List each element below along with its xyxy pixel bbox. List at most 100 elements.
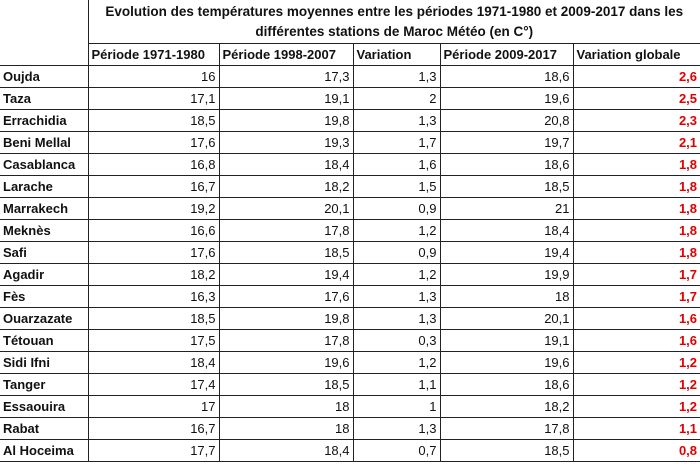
value-cell: 17,8 bbox=[218, 329, 354, 352]
value-cell: 17 bbox=[87, 395, 220, 418]
column-header: Variation globale bbox=[572, 43, 700, 66]
value-cell: 19,1 bbox=[218, 87, 354, 110]
station-name: Larache bbox=[0, 175, 89, 198]
value-cell: 19,3 bbox=[218, 131, 354, 154]
station-name: Essaouira bbox=[0, 395, 89, 418]
value-cell: 1,2 bbox=[352, 351, 441, 374]
value-cell: 16,7 bbox=[87, 175, 220, 198]
value-cell: 18,6 bbox=[439, 153, 574, 176]
value-cell: 18,4 bbox=[218, 153, 354, 176]
column-header: Période 2009-2017 bbox=[439, 43, 574, 66]
global-variation-cell: 1,7 bbox=[572, 263, 700, 286]
global-variation-cell: 1,8 bbox=[572, 219, 700, 242]
value-cell: 1 bbox=[352, 395, 441, 418]
table-row: Marrakech 19,2 20,1 0,9 21 1,8 bbox=[0, 197, 700, 220]
value-cell: 16,6 bbox=[87, 219, 220, 242]
table-row: Sidi Ifni 18,4 19,6 1,2 19,6 1,2 bbox=[0, 351, 700, 374]
value-cell: 18,6 bbox=[439, 373, 574, 396]
column-header: Période 1971-1980 bbox=[87, 43, 220, 66]
value-cell: 18,5 bbox=[439, 175, 574, 198]
value-cell: 0,9 bbox=[352, 197, 441, 220]
value-cell: 17,6 bbox=[87, 241, 220, 264]
value-cell: 17,8 bbox=[439, 417, 574, 440]
station-name: Taza bbox=[0, 87, 89, 110]
value-cell: 19,6 bbox=[439, 87, 574, 110]
value-cell: 1,2 bbox=[352, 263, 441, 286]
global-variation-cell: 1,2 bbox=[572, 395, 700, 418]
station-name: Beni Mellal bbox=[0, 131, 89, 154]
station-name: Errachidia bbox=[0, 109, 89, 132]
global-variation-cell: 0,8 bbox=[572, 439, 700, 462]
global-variation-cell: 1,7 bbox=[572, 285, 700, 308]
value-cell: 18,5 bbox=[218, 241, 354, 264]
table-row: Agadir 18,2 19,4 1,2 19,9 1,7 bbox=[0, 263, 700, 286]
value-cell: 18,4 bbox=[439, 219, 574, 242]
value-cell: 18,2 bbox=[87, 263, 220, 286]
value-cell: 19,1 bbox=[439, 329, 574, 352]
table-row: Casablanca 16,8 18,4 1,6 18,6 1,8 bbox=[0, 153, 700, 176]
table-row: Errachidia 18,5 19,8 1,3 20,8 2,3 bbox=[0, 109, 700, 132]
value-cell: 19,6 bbox=[439, 351, 574, 374]
table-row: Taza 17,1 19,1 2 19,6 2,5 bbox=[0, 87, 700, 110]
value-cell: 18,5 bbox=[439, 439, 574, 462]
column-header: Période 1998-2007 bbox=[218, 43, 354, 66]
station-name: Meknès bbox=[0, 219, 89, 242]
value-cell: 17,8 bbox=[218, 219, 354, 242]
value-cell: 1,3 bbox=[352, 307, 441, 330]
value-cell: 18 bbox=[218, 395, 354, 418]
station-name: Marrakech bbox=[0, 197, 89, 220]
value-cell: 18 bbox=[218, 417, 354, 440]
station-name: Agadir bbox=[0, 263, 89, 286]
value-cell: 1,3 bbox=[352, 417, 441, 440]
value-cell: 19,6 bbox=[218, 351, 354, 374]
value-cell: 18,2 bbox=[439, 395, 574, 418]
station-name: Safi bbox=[0, 241, 89, 264]
value-cell: 1,3 bbox=[352, 285, 441, 308]
global-variation-cell: 2,1 bbox=[572, 131, 700, 154]
corner-cell bbox=[0, 0, 88, 44]
value-cell: 18,5 bbox=[87, 307, 220, 330]
value-cell: 18,5 bbox=[218, 373, 354, 396]
station-name: Tanger bbox=[0, 373, 89, 396]
value-cell: 18,6 bbox=[439, 65, 574, 88]
column-header: Variation bbox=[352, 43, 441, 66]
value-cell: 17,4 bbox=[87, 373, 220, 396]
station-name: Oujda bbox=[0, 65, 89, 88]
table-row: Meknès 16,6 17,8 1,2 18,4 1,8 bbox=[0, 219, 700, 242]
value-cell: 1,3 bbox=[352, 65, 441, 88]
table-row: Al Hoceima 17,7 18,4 0,7 18,5 0,8 bbox=[0, 439, 700, 462]
value-cell: 17,3 bbox=[218, 65, 354, 88]
value-cell: 1,6 bbox=[352, 153, 441, 176]
value-cell: 20,1 bbox=[439, 307, 574, 330]
station-name: Tétouan bbox=[0, 329, 89, 352]
station-name: Casablanca bbox=[0, 153, 89, 176]
global-variation-cell: 1,8 bbox=[572, 197, 700, 220]
value-cell: 19,8 bbox=[218, 307, 354, 330]
value-cell: 17,6 bbox=[87, 131, 220, 154]
value-cell: 19,9 bbox=[439, 263, 574, 286]
global-variation-cell: 1,1 bbox=[572, 417, 700, 440]
global-variation-cell: 1,8 bbox=[572, 175, 700, 198]
value-cell: 21 bbox=[439, 197, 574, 220]
value-cell: 18,2 bbox=[218, 175, 354, 198]
value-cell: 0,9 bbox=[352, 241, 441, 264]
value-cell: 19,2 bbox=[87, 197, 220, 220]
value-cell: 16 bbox=[87, 65, 220, 88]
value-cell: 19,8 bbox=[218, 109, 354, 132]
value-cell: 18,4 bbox=[87, 351, 220, 374]
table-row: Beni Mellal 17,6 19,3 1,7 19,7 2,1 bbox=[0, 131, 700, 154]
corner-cell bbox=[0, 43, 89, 66]
value-cell: 0,7 bbox=[352, 439, 441, 462]
global-variation-cell: 2,5 bbox=[572, 87, 700, 110]
value-cell: 1,1 bbox=[352, 373, 441, 396]
value-cell: 1,3 bbox=[352, 109, 441, 132]
global-variation-cell: 1,6 bbox=[572, 329, 700, 352]
table-row: Safi 17,6 18,5 0,9 19,4 1,8 bbox=[0, 241, 700, 264]
table-row: Oujda 16 17,3 1,3 18,6 2,6 bbox=[0, 65, 700, 88]
value-cell: 18,5 bbox=[87, 109, 220, 132]
value-cell: 19,4 bbox=[218, 263, 354, 286]
value-cell: 18 bbox=[439, 285, 574, 308]
value-cell: 16,8 bbox=[87, 153, 220, 176]
table-row: Ouarzazate 18,5 19,8 1,3 20,1 1,6 bbox=[0, 307, 700, 330]
station-name: Ouarzazate bbox=[0, 307, 89, 330]
